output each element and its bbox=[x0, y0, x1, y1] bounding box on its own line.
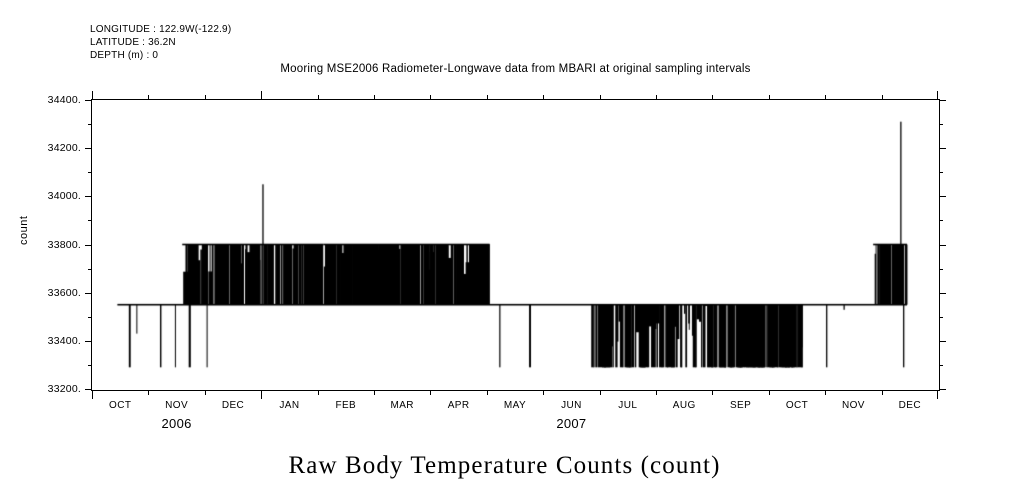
x-tick-major bbox=[937, 390, 938, 399]
y-tick-major-right bbox=[939, 292, 946, 294]
y-tick-label: 33400. bbox=[47, 334, 81, 347]
x-tick-major-top bbox=[261, 91, 263, 100]
x-axis-year-label: 2006 bbox=[161, 416, 192, 431]
y-tick-label: 33600. bbox=[47, 286, 81, 299]
y-tick-label: 33800. bbox=[47, 238, 81, 251]
y-tick-major bbox=[85, 196, 92, 198]
y-tick-minor-right bbox=[939, 124, 943, 126]
x-tick-minor bbox=[712, 390, 714, 395]
y-tick-minor bbox=[88, 124, 92, 126]
y-tick-label: 34200. bbox=[47, 142, 81, 155]
x-tick-minor bbox=[599, 390, 601, 395]
x-tick-minor bbox=[430, 390, 432, 395]
x-tick-minor-top bbox=[656, 95, 657, 100]
y-tick-major-right bbox=[939, 340, 946, 342]
y-tick-minor bbox=[88, 316, 92, 318]
plot-area bbox=[92, 100, 939, 390]
x-tick-minor-top bbox=[543, 95, 545, 100]
x-tick-minor-top bbox=[204, 95, 206, 100]
y-tick-label: 33200. bbox=[47, 383, 81, 395]
x-tick-label-month: JUN bbox=[561, 400, 582, 411]
x-tick-label-month: JAN bbox=[279, 400, 300, 411]
longitude-line: LONGITUDE : 122.9W(-122.9) bbox=[90, 24, 232, 35]
x-tick-minor-top bbox=[825, 95, 827, 100]
y-axis-title: count bbox=[18, 215, 30, 245]
y-tick-major bbox=[85, 100, 92, 101]
latitude-line: LATITUDE : 36.2N bbox=[90, 37, 176, 48]
y-tick-minor-right bbox=[939, 220, 943, 222]
y-tick-major-right bbox=[939, 196, 946, 198]
y-tick-major bbox=[85, 148, 92, 150]
y-tick-major bbox=[85, 244, 92, 246]
y-tick-minor bbox=[88, 364, 92, 366]
y-tick-major-right bbox=[939, 389, 946, 390]
y-tick-major-right bbox=[939, 244, 946, 246]
x-tick-minor bbox=[204, 390, 206, 395]
plot-frame: 34400. 34200. 34000. 33800. 33600. 33400. 3320… bbox=[48, 91, 946, 431]
x-tick-minor bbox=[148, 390, 150, 395]
depth-line: DEPTH (m) : 0 bbox=[90, 50, 159, 61]
y-tick-major-right bbox=[939, 100, 946, 101]
y-tick-label: 34000. bbox=[47, 190, 81, 203]
station-metadata: LONGITUDE : 122.9W(-122.9) LATITUDE : 36… bbox=[90, 23, 231, 62]
x-tick-minor-top bbox=[712, 95, 714, 100]
y-tick-minor bbox=[88, 268, 92, 270]
x-tick-major bbox=[261, 390, 263, 399]
x-tick-minor-top bbox=[148, 95, 150, 100]
y-tick-minor bbox=[88, 220, 92, 222]
x-tick-label-month: NOV bbox=[165, 400, 189, 411]
x-tick-minor bbox=[486, 390, 488, 395]
x-tick-minor bbox=[317, 390, 319, 395]
y-tick-label: 34400. bbox=[47, 94, 81, 106]
y-tick-major bbox=[85, 340, 92, 342]
x-tick-label-month: FEB bbox=[335, 400, 357, 411]
x-tick-label-month: MAR bbox=[390, 400, 414, 411]
x-tick-label-month: DEC bbox=[221, 400, 245, 411]
x-tick-minor bbox=[881, 390, 883, 395]
x-tick-minor-top bbox=[881, 95, 883, 100]
x-tick-label-month: OCT bbox=[109, 400, 132, 411]
y-tick-minor-right bbox=[939, 364, 943, 366]
x-tick-label-month: AUG bbox=[672, 400, 696, 411]
y-tick-major-right bbox=[939, 148, 946, 150]
x-tick-label-month: DEC bbox=[898, 400, 921, 411]
plot-title: Mooring MSE2006 Radiometer-Longwave data… bbox=[280, 63, 751, 75]
figure-caption: Raw Body Temperature Counts (count) bbox=[288, 452, 721, 479]
x-tick-minor bbox=[543, 390, 545, 395]
x-tick-minor bbox=[825, 390, 827, 395]
x-tick-major-top bbox=[937, 91, 938, 100]
x-tick-minor bbox=[656, 390, 657, 395]
x-tick-minor-top bbox=[768, 95, 770, 100]
x-tick-label-month: JUL bbox=[618, 400, 638, 411]
x-tick-label-month: SEP bbox=[729, 400, 752, 411]
x-tick-minor bbox=[768, 390, 770, 395]
x-tick-minor-top bbox=[374, 95, 375, 100]
y-tick-major bbox=[85, 389, 92, 390]
x-tick-major-top bbox=[92, 91, 93, 100]
y-tick-minor bbox=[88, 172, 92, 174]
y-tick-minor-right bbox=[939, 316, 943, 318]
x-tick-label-month: NOV bbox=[841, 400, 865, 411]
x-tick-minor-top bbox=[430, 95, 432, 100]
x-tick-minor-top bbox=[486, 95, 488, 100]
x-tick-label-month: OCT bbox=[785, 400, 809, 411]
y-tick-major bbox=[85, 292, 92, 294]
x-tick-major bbox=[92, 390, 93, 399]
x-tick-minor bbox=[374, 390, 375, 395]
x-tick-label-month: APR bbox=[447, 400, 470, 411]
x-tick-minor-top bbox=[317, 95, 319, 100]
x-tick-label-month: MAY bbox=[503, 400, 527, 411]
y-tick-minor-right bbox=[939, 268, 943, 270]
y-tick-minor-right bbox=[939, 172, 943, 174]
x-tick-minor-top bbox=[599, 95, 601, 100]
data-series-canvas bbox=[92, 100, 938, 389]
x-axis-year-label: 2007 bbox=[556, 416, 587, 431]
